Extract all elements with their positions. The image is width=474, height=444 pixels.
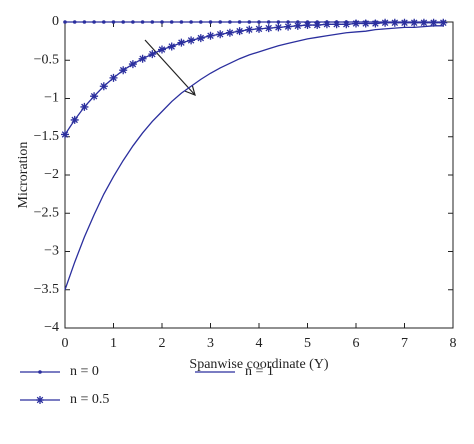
marker — [284, 22, 293, 31]
y-tick-label: −1 — [44, 91, 59, 106]
marker — [266, 20, 271, 24]
marker — [286, 20, 290, 24]
series-line — [64, 25, 444, 290]
y-tick-label: −3.5 — [34, 282, 59, 297]
marker — [70, 115, 79, 124]
marker — [274, 23, 283, 32]
x-axis-label: Spanwise coordinate (Y) — [189, 357, 329, 372]
x-tick-label: 1 — [110, 336, 117, 351]
marker — [361, 19, 370, 28]
marker — [199, 20, 203, 24]
marker — [352, 19, 360, 28]
marker — [206, 31, 215, 40]
x-tick-label: 0 — [62, 336, 69, 351]
marker — [61, 130, 69, 139]
marker — [187, 36, 196, 45]
marker — [169, 20, 174, 24]
marker — [80, 102, 89, 111]
marker — [208, 20, 213, 24]
marker — [160, 20, 164, 24]
marker — [131, 20, 135, 24]
x-tick-label: 5 — [304, 336, 311, 351]
marker — [99, 82, 108, 91]
marker — [419, 18, 428, 27]
marker — [90, 92, 99, 101]
marker — [371, 19, 380, 28]
marker — [138, 54, 147, 63]
marker — [148, 50, 157, 59]
marker — [216, 30, 225, 39]
marker — [293, 21, 302, 30]
marker — [245, 25, 254, 34]
marker — [342, 20, 351, 29]
marker — [381, 18, 390, 27]
x-tick-label: 3 — [207, 336, 214, 351]
marker — [247, 20, 252, 24]
x-tick-label: 8 — [450, 336, 457, 351]
marker — [235, 27, 244, 36]
marker — [313, 21, 322, 30]
x-tick-label: 7 — [401, 336, 408, 351]
marker — [255, 24, 263, 33]
trend-arrow — [144, 39, 195, 95]
y-axis-label: Microration — [16, 142, 31, 209]
marker — [439, 18, 448, 27]
y-tick-label: −2.5 — [34, 205, 59, 220]
marker — [63, 20, 67, 24]
marker — [218, 20, 222, 24]
marker — [158, 45, 166, 54]
y-tick-label: −0.5 — [34, 52, 59, 67]
x-tick-label: 2 — [159, 336, 166, 351]
marker — [111, 20, 116, 24]
legend-label: n = 1 — [245, 364, 274, 379]
marker — [150, 20, 155, 24]
marker — [429, 18, 438, 27]
y-tick-label: −1.5 — [34, 129, 59, 144]
marker — [177, 38, 186, 47]
marker — [121, 20, 125, 24]
marker — [303, 21, 312, 30]
marker — [179, 20, 184, 24]
marker — [140, 20, 145, 24]
marker — [410, 18, 419, 27]
marker — [189, 20, 193, 24]
marker — [167, 42, 176, 51]
marker — [102, 20, 106, 24]
series-line — [64, 22, 444, 135]
marker — [38, 370, 42, 374]
marker — [109, 73, 118, 82]
y-tick-label: 0 — [52, 14, 59, 29]
y-tick-label: −4 — [44, 320, 59, 335]
marker — [196, 34, 205, 43]
y-tick-label: −3 — [44, 244, 59, 259]
marker — [92, 20, 96, 24]
marker — [36, 396, 44, 404]
marker — [276, 20, 281, 24]
marker — [332, 20, 341, 29]
marker — [237, 20, 242, 24]
marker — [257, 20, 261, 24]
legend-label: n = 0.5 — [70, 392, 109, 407]
marker — [82, 20, 87, 24]
marker — [119, 66, 128, 75]
marker — [72, 20, 77, 24]
marker — [400, 18, 409, 27]
x-tick-label: 6 — [353, 336, 360, 351]
y-tick-label: −2 — [44, 167, 59, 182]
x-tick-label: 4 — [256, 336, 263, 351]
marker — [264, 24, 273, 33]
marker — [228, 20, 232, 24]
legend-label: n = 0 — [70, 364, 99, 379]
marker — [390, 18, 399, 27]
marker — [322, 20, 331, 29]
marker — [128, 60, 137, 69]
marker — [225, 28, 234, 37]
